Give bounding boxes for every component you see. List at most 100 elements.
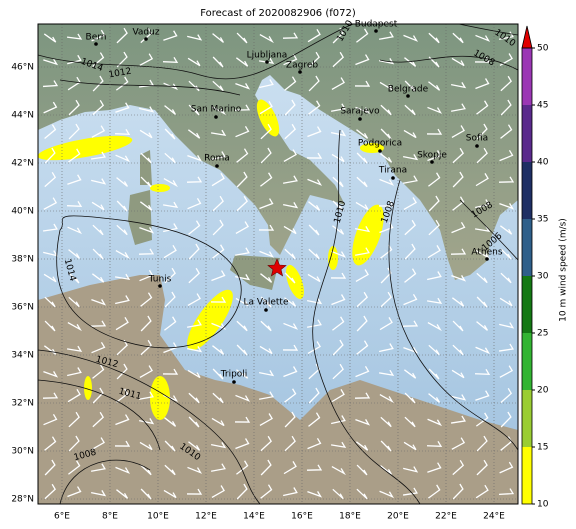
wind-barb <box>428 81 441 91</box>
city-label: Sofia <box>466 134 488 144</box>
wind-barb <box>44 124 57 139</box>
wind-barb <box>331 415 346 425</box>
wind-barb <box>67 367 82 377</box>
wind-barb <box>140 152 152 164</box>
wind-barb <box>475 412 489 427</box>
wind-barb <box>91 437 105 451</box>
wind-barb <box>307 491 323 498</box>
wind-barb <box>283 461 297 475</box>
wind-barb <box>92 100 105 116</box>
city-label: Skopje <box>417 151 447 161</box>
wind-barb <box>162 56 179 64</box>
wind-barb <box>500 225 513 235</box>
wind-barb <box>427 245 441 259</box>
wind-barb <box>164 152 176 164</box>
city-marker <box>430 160 434 164</box>
wind-barb <box>499 297 513 307</box>
city-label: Roma <box>204 154 230 164</box>
wind-barb <box>138 79 154 88</box>
wind-barb <box>403 294 418 306</box>
lon-label: 10°E <box>147 512 169 522</box>
wind-barb <box>259 79 274 89</box>
colorbar-segment <box>522 105 532 162</box>
wind-barb <box>451 125 465 139</box>
isobars <box>38 24 518 504</box>
city-label: Podgorica <box>358 139 402 149</box>
wind-barb <box>330 441 347 449</box>
wind-barb <box>187 466 203 474</box>
wind-barb <box>115 154 131 163</box>
wind-barb <box>43 101 58 114</box>
wind-barb <box>500 387 513 404</box>
wind-barb <box>379 490 395 499</box>
wind-barb <box>114 440 131 447</box>
wind-barb <box>307 126 322 138</box>
wind-barb <box>68 460 81 475</box>
wind-barb <box>355 366 370 378</box>
wind-barb <box>188 220 201 235</box>
wind-barb <box>283 53 298 66</box>
wind-barb <box>355 269 369 283</box>
lon-label: 12°E <box>195 512 217 522</box>
wind-barb <box>43 413 58 426</box>
wind-barb <box>331 77 345 91</box>
wind-barb <box>356 315 368 332</box>
wind-barb <box>452 196 465 211</box>
wind-barb <box>402 320 419 327</box>
land-corsica <box>140 150 152 185</box>
wind-barb <box>187 369 201 379</box>
city-marker <box>391 176 395 180</box>
wind-barb <box>475 346 491 355</box>
wind-barb <box>378 31 394 40</box>
wind-barb <box>211 173 225 187</box>
wind-barb <box>92 387 104 404</box>
wind-barb <box>475 250 490 260</box>
isobar-label: 1012 <box>108 67 132 81</box>
wind-barb <box>355 54 370 66</box>
wind-barb <box>402 175 418 184</box>
wind-barb <box>115 466 131 474</box>
wind-barb <box>354 247 370 256</box>
wind-barb <box>476 435 488 452</box>
wind-barb <box>139 129 153 139</box>
wind-barb <box>307 178 323 186</box>
wind-barb <box>68 272 80 284</box>
wind-barb <box>307 438 322 450</box>
lon-label: 8°E <box>102 512 118 522</box>
wind-barb <box>187 346 203 353</box>
wind-barb <box>332 200 344 212</box>
wind-barb <box>91 299 107 306</box>
wind-barb <box>356 340 369 355</box>
wind-barb <box>332 363 344 380</box>
wind-barb <box>403 197 417 211</box>
wind-barb <box>354 80 371 87</box>
wind-barb <box>115 102 130 113</box>
wind-barb <box>236 195 248 212</box>
wind-barb <box>404 57 417 67</box>
wind-barb <box>426 440 443 447</box>
wind-barb <box>332 51 344 68</box>
wind-barb <box>211 270 226 282</box>
wind-barb <box>259 250 275 258</box>
wind-barb <box>91 178 107 185</box>
wind-barb <box>378 369 395 377</box>
wind-barb <box>379 178 395 186</box>
city-label: Tripoli <box>220 370 248 380</box>
wind-barb <box>332 339 344 356</box>
wind-barb <box>356 28 369 43</box>
wind-barb <box>307 298 323 305</box>
wind-barb <box>330 272 347 279</box>
wind-barb <box>378 200 395 207</box>
wind-barb <box>380 416 392 428</box>
wind-barb <box>451 369 465 379</box>
wind-barb <box>260 296 272 308</box>
wind-barb <box>66 33 83 40</box>
city-label: Vaduz <box>132 28 159 38</box>
wind-barb <box>236 148 249 163</box>
wind-barb <box>379 58 395 65</box>
wind-barb <box>475 34 491 42</box>
wind-barb <box>140 28 153 44</box>
wind-barb <box>428 344 440 356</box>
wind-barb <box>68 435 80 452</box>
colorbar-segment <box>522 447 532 504</box>
